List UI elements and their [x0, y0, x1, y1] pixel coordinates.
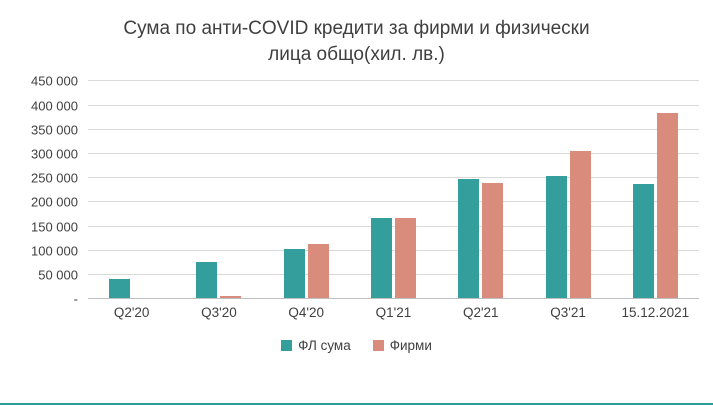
x-axis-line: [88, 298, 699, 300]
gridline: [88, 152, 699, 154]
bar-group: [524, 81, 611, 300]
gridline: [88, 249, 699, 251]
y-axis-tick-label: 350 000: [31, 122, 78, 138]
bar-fl-suma: [196, 261, 218, 300]
bar-group: [437, 81, 524, 300]
gridline: [88, 201, 699, 203]
bars-layer: [88, 81, 699, 300]
plot-area: - 50 000 100 000 150 000 200 000 250 000 300 0…: [31, 74, 699, 307]
bar-firmi: [307, 243, 329, 300]
bar-firmi: [569, 151, 591, 300]
bar-firmi: [656, 112, 678, 300]
y-axis-tick-label: 300 000: [31, 146, 78, 162]
gridline: [88, 274, 699, 276]
x-axis-labels: Q2'20 Q3'20 Q4'20 Q1'21 Q2'21 Q3'21 15.12.2021: [88, 305, 699, 320]
bar-firmi: [220, 295, 242, 300]
x-axis-label: Q4'20: [288, 305, 324, 321]
bar-group: [612, 81, 699, 300]
x-axis-label: Q2'21: [462, 305, 499, 321]
legend-swatch: [372, 340, 384, 352]
x-axis-label: 15.12.2021: [621, 305, 690, 321]
y-axis-tick-label: 50 000: [38, 267, 78, 283]
bar-fl-suma: [283, 248, 305, 300]
bar-group: [175, 81, 262, 300]
legend: ФЛ сума Фирми: [0, 338, 713, 353]
legend-swatch: [281, 340, 293, 352]
bar-fl-suma: [545, 175, 567, 300]
y-axis-tick-label: 400 000: [31, 98, 78, 114]
legend-label: Фирми: [389, 338, 432, 354]
bar-fl-suma: [370, 217, 392, 300]
y-axis-tick-label: 450 000: [31, 73, 78, 89]
y-axis-tick-label: 100 000: [31, 243, 78, 259]
legend-item-fl-suma: ФЛ сума: [281, 338, 351, 353]
y-axis-tick-label: 200 000: [31, 194, 78, 210]
bar-firmi: [482, 183, 504, 300]
x-axis-label: Q3'21: [550, 305, 586, 321]
gridline: [88, 104, 699, 106]
bar-group: [88, 81, 175, 300]
bar-group: [350, 81, 437, 300]
x-axis-label: Q3'20: [201, 305, 237, 321]
gridline: [88, 128, 699, 130]
y-axis-tick-label: 150 000: [31, 219, 78, 235]
bar-firmi: [394, 218, 416, 300]
bar-fl-suma: [632, 184, 654, 300]
gridline: [88, 177, 699, 179]
gridline: [88, 80, 699, 82]
chart-title: Сума по анти-COVID кредити за фирми и фи…: [123, 18, 590, 65]
x-axis-label: Q1'21: [375, 305, 412, 321]
y-axis-tick-label: 250 000: [31, 170, 78, 186]
y-axis-tick-label: -: [73, 291, 78, 307]
legend-item-firmi: Фирми: [372, 338, 432, 354]
bar-fl-suma: [458, 179, 480, 300]
bar-fl-suma: [109, 278, 131, 300]
bar-group: [263, 81, 350, 300]
gridline: [88, 225, 699, 227]
x-axis-label: Q2'20: [113, 305, 150, 321]
legend-label: ФЛ сума: [298, 338, 351, 354]
